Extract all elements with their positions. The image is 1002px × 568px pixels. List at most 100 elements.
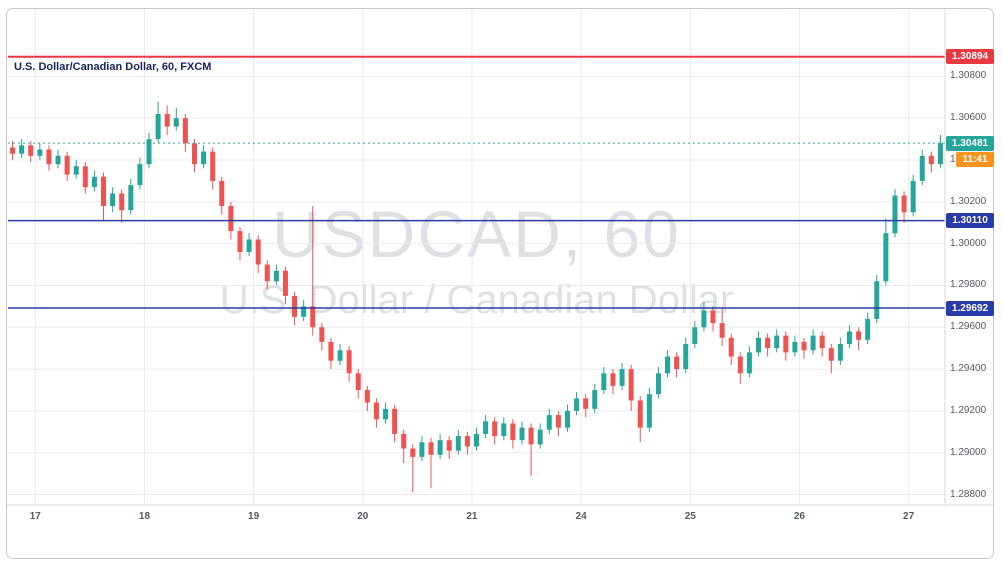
chart-legend-title[interactable]: U.S. Dollar/Canadian Dollar, 60, FXCM [14,61,212,73]
candle-body [28,145,34,156]
price-tick-label: 1.29800 [950,279,987,291]
candle-body [564,410,570,428]
candle-body [537,429,543,445]
candle-body [574,398,580,411]
candle-body [310,306,316,328]
price-level-badge: 1.30110 [946,213,994,228]
candle-body [692,327,698,344]
candle-body [101,176,107,206]
candle-body [801,341,807,351]
candle-body [510,423,516,441]
candle-body [464,436,470,447]
price-axis[interactable] [946,9,994,505]
candle-body [919,155,925,181]
candle-body [819,335,825,349]
candle-body [637,400,643,428]
candles-layer [10,101,943,493]
candle-body [892,195,898,234]
time-axis-label: 26 [793,511,805,522]
candle-body [191,143,197,165]
bar-countdown-badge: 11:41 [956,152,994,167]
price-tick-label: 1.29000 [950,446,987,458]
candle-body [55,155,61,165]
time-axis-label: 25 [684,511,696,522]
candle-body [555,415,561,428]
candle-body [155,114,161,140]
candle-body [756,337,762,353]
candle-body [91,176,97,188]
candle-body [328,341,334,361]
candle-body [337,350,343,361]
candle-body [628,369,634,401]
candle-body [610,373,616,386]
price-tick-label: 1.29200 [950,404,987,416]
last-price-badge: 1.30481 [946,136,994,151]
candle-body [383,408,389,420]
price-level-badge: 1.29692 [946,301,994,316]
candle-body [746,352,752,374]
candle-body [373,402,379,420]
candle-body [583,398,589,409]
candle-body [446,440,452,451]
candle-body [346,350,352,374]
candle-body [355,373,361,390]
candle-body [883,233,889,282]
candle-body [173,118,179,127]
price-tick-label: 1.30800 [950,70,987,82]
candle-body [19,145,25,154]
price-tick-label: 1.28800 [950,488,987,500]
candle-body [146,139,152,165]
candle-body [437,440,443,455]
candle-body [765,337,771,349]
time-axis-label: 17 [29,511,41,522]
candle-body [501,423,507,436]
candle-body [319,327,325,342]
candle-body [856,331,862,340]
candle-body [592,390,598,409]
candle-body [301,306,307,317]
candle-body [937,143,943,165]
candle-body [401,433,407,449]
candle-body [719,323,725,338]
candle-body [210,151,216,181]
candle-body [246,239,252,252]
candle-body [865,318,871,340]
candle-body [546,415,552,430]
candle-body [128,185,134,211]
candle-body [683,344,689,370]
candle-body [428,442,434,455]
candle-body [874,281,880,319]
candle-body [846,331,852,344]
time-axis-label: 27 [903,511,915,522]
price-tick-label: 1.29400 [950,363,987,375]
price-level-badge: 1.30894 [946,49,994,64]
time-axis-label: 19 [248,511,260,522]
candle-body [201,151,207,165]
candle-body [410,448,416,457]
candle-body [619,369,625,386]
candle-body [164,114,170,127]
candle-body [737,356,743,374]
price-tick-label: 1.30200 [950,195,987,207]
candle-body [182,118,188,144]
candle-body [119,193,125,211]
candle-body [528,427,534,445]
time-axis-label: 20 [357,511,369,522]
candle-body [483,421,489,434]
price-tick-label: 1.30600 [950,112,987,124]
candle-body [137,164,143,186]
candle-body [392,408,398,434]
price-tick-label: 1.30000 [950,237,987,249]
candle-body [492,421,498,436]
candle-body [710,310,716,324]
candle-body [110,193,116,206]
candle-body [828,348,834,361]
candle-body [928,155,934,165]
candle-body [237,231,243,252]
candle-body [364,390,370,403]
candle-body [264,264,270,282]
candle-body [519,427,525,441]
time-axis-label: 21 [466,511,478,522]
